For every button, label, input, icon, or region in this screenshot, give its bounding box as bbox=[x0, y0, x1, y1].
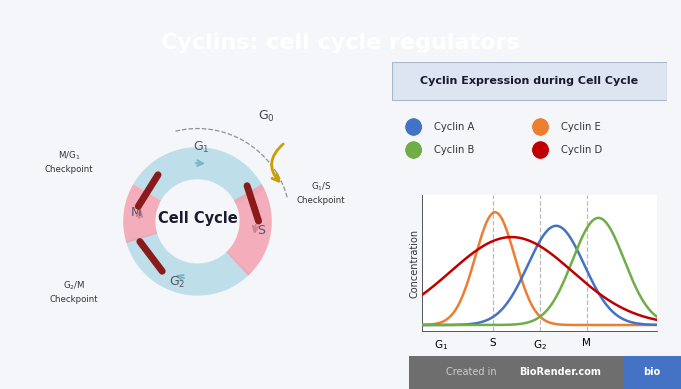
Text: Cell Cycle: Cell Cycle bbox=[157, 211, 238, 226]
FancyBboxPatch shape bbox=[623, 356, 681, 389]
Text: G$_1$: G$_1$ bbox=[193, 140, 210, 155]
Text: M/G$_1$
Checkpoint: M/G$_1$ Checkpoint bbox=[44, 150, 93, 174]
Polygon shape bbox=[126, 232, 250, 296]
Text: Cyclin D: Cyclin D bbox=[561, 145, 603, 155]
FancyBboxPatch shape bbox=[409, 356, 681, 389]
FancyArrowPatch shape bbox=[272, 144, 283, 181]
Text: M: M bbox=[131, 206, 142, 219]
Text: G$_2$/M
Checkpoint: G$_2$/M Checkpoint bbox=[50, 280, 98, 304]
Circle shape bbox=[532, 118, 550, 136]
FancyBboxPatch shape bbox=[392, 62, 667, 100]
Text: G$_1$/S
Checkpoint: G$_1$/S Checkpoint bbox=[297, 181, 345, 205]
Text: bio: bio bbox=[644, 368, 661, 377]
Polygon shape bbox=[123, 184, 161, 243]
Text: Cyclin Expression during Cell Cycle: Cyclin Expression during Cell Cycle bbox=[420, 76, 639, 86]
Text: Cyclin E: Cyclin E bbox=[561, 122, 601, 132]
Text: BioRender.com: BioRender.com bbox=[519, 368, 601, 377]
Text: G$_0$: G$_0$ bbox=[258, 109, 275, 124]
Polygon shape bbox=[133, 147, 265, 203]
Text: Cyclins: cell cycle regulators: Cyclins: cell cycle regulators bbox=[161, 33, 520, 53]
Y-axis label: Concentration: Concentration bbox=[409, 228, 419, 298]
Text: S: S bbox=[257, 224, 265, 237]
Text: Created in: Created in bbox=[446, 368, 500, 377]
Circle shape bbox=[405, 118, 422, 136]
Circle shape bbox=[532, 141, 550, 159]
Circle shape bbox=[405, 141, 422, 159]
Text: G$_2$: G$_2$ bbox=[170, 275, 186, 290]
Text: Cyclin A: Cyclin A bbox=[434, 122, 475, 132]
Text: Cyclin B: Cyclin B bbox=[434, 145, 475, 155]
Polygon shape bbox=[226, 184, 272, 276]
